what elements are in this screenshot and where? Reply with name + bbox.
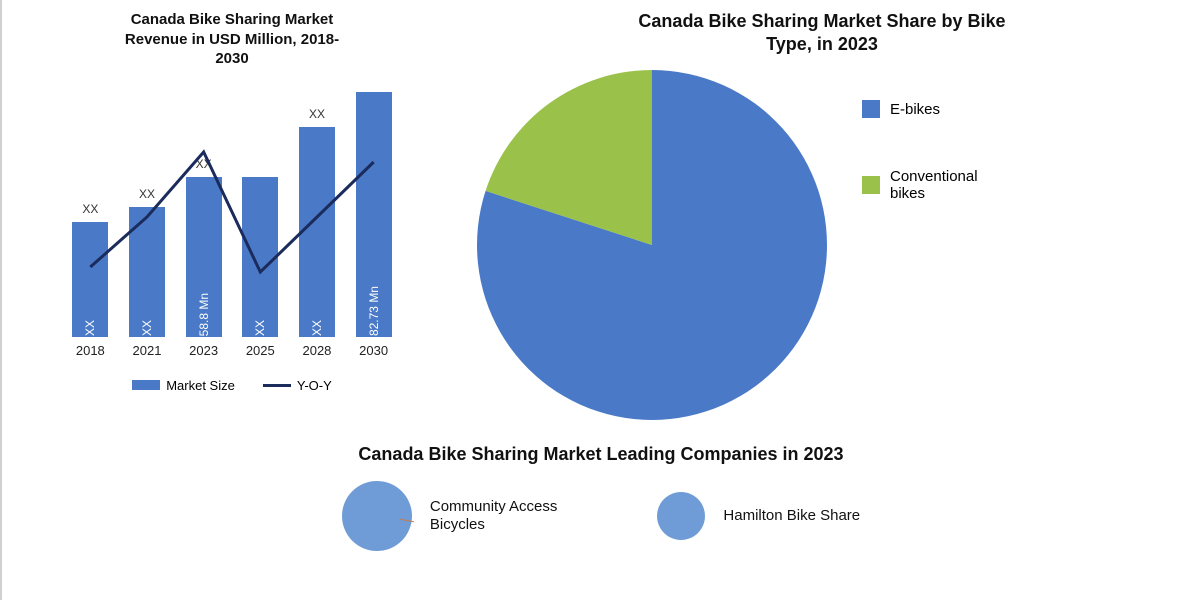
x-axis-label: 2021 — [126, 343, 168, 358]
x-axis-label: 2025 — [239, 343, 281, 358]
x-axis-labels: 2018 2021 2023 2025 2028 2030 — [62, 343, 402, 358]
bar-wrap: XXXX — [69, 222, 111, 337]
company-bubble — [657, 492, 705, 540]
infographic-container: Canada Bike Sharing Market Revenue in US… — [0, 0, 1200, 600]
companies-row: Community Access Bicycles Hamilton Bike S… — [342, 481, 860, 551]
bar-chart-legend: Market Size Y-O-Y — [132, 378, 332, 393]
x-axis-label: 2030 — [353, 343, 395, 358]
bar-inner-label: XX — [253, 314, 267, 336]
yoy-label: Y-O-Y — [297, 378, 332, 393]
bar-wrap: XX58.8 Mn — [183, 177, 225, 337]
pie-chart — [472, 65, 832, 425]
bar-top-label: XX — [309, 107, 325, 121]
bar-top-label: XX — [82, 202, 98, 216]
company-item: Community Access Bicycles — [342, 481, 558, 551]
pie-chart-panel: Canada Bike Sharing Market Share by Bike… — [432, 10, 1170, 440]
pie-legend-swatch — [862, 176, 880, 194]
bars-row: XXXXXXXXXX58.8 MnXXXXXX82.73 Mn — [62, 77, 402, 337]
bar-wrap: XXXX — [296, 127, 338, 337]
bar-chart-area: XXXXXXXXXX58.8 MnXXXXXX82.73 Mn — [62, 77, 402, 337]
bar-chart-panel: Canada Bike Sharing Market Revenue in US… — [32, 10, 432, 440]
bar-wrap: XXXX — [126, 207, 168, 337]
top-row: Canada Bike Sharing Market Revenue in US… — [32, 10, 1170, 440]
bar-top-label: XX — [196, 157, 212, 171]
x-axis-label: 2023 — [183, 343, 225, 358]
leader-line-icon — [400, 518, 414, 521]
bar-inner-label: 82.73 Mn — [367, 280, 381, 336]
bar-inner-label: XX — [83, 314, 97, 336]
x-axis-label: 2028 — [296, 343, 338, 358]
company-label: Community Access Bicycles — [430, 498, 558, 534]
company-label: Hamilton Bike Share — [723, 507, 860, 525]
market-size-label: Market Size — [166, 378, 235, 393]
bar-top-label: XX — [139, 187, 155, 201]
pie-legend-swatch — [862, 100, 880, 118]
x-axis-label: 2018 — [69, 343, 111, 358]
company-item: Hamilton Bike Share — [657, 492, 860, 540]
bar-wrap: XX — [239, 177, 281, 337]
pie-legend-label: Conventional bikes — [890, 168, 978, 202]
pie-svg-wrap — [472, 65, 832, 430]
legend-market-size: Market Size — [132, 378, 235, 393]
pie-legend-item: Conventional bikes — [862, 168, 978, 202]
bar-inner-label: 58.8 Mn — [197, 287, 211, 336]
bar-chart-title: Canada Bike Sharing Market Revenue in US… — [125, 10, 339, 69]
legend-yoy: Y-O-Y — [263, 378, 332, 393]
companies-title: Canada Bike Sharing Market Leading Compa… — [358, 444, 843, 465]
company-bubble — [342, 481, 412, 551]
companies-panel: Canada Bike Sharing Market Leading Compa… — [32, 444, 1170, 551]
bar-inner-label: XX — [140, 314, 154, 336]
pie-legend-item: E-bikes — [862, 100, 978, 118]
bar-wrap: 82.73 Mn — [353, 92, 395, 337]
bar-inner-label: XX — [310, 314, 324, 336]
market-size-swatch — [132, 380, 160, 390]
pie-chart-title: Canada Bike Sharing Market Share by Bike… — [572, 10, 1072, 57]
pie-legend: E-bikes Conventional bikes — [862, 100, 978, 202]
yoy-swatch — [263, 384, 291, 387]
pie-legend-label: E-bikes — [890, 101, 940, 118]
